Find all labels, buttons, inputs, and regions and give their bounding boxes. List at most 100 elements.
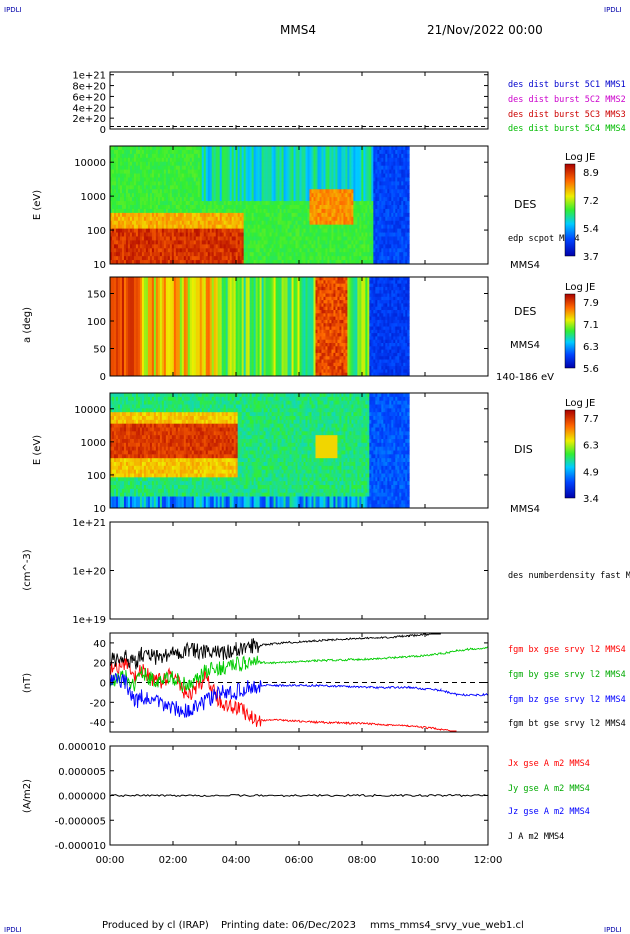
spectrogram-cell — [313, 161, 316, 167]
spectrogram-cell — [309, 216, 312, 222]
spectrogram-cell — [191, 185, 195, 190]
spectrogram-cell — [113, 228, 117, 233]
spectrogram-cell — [301, 205, 304, 210]
spectrogram-cell — [311, 232, 314, 237]
spectrogram-cell — [261, 216, 265, 222]
spectrogram-cell — [281, 201, 284, 206]
spectrogram-cell — [311, 173, 314, 178]
spectrogram-cell — [211, 236, 215, 241]
spectrogram-cell — [211, 252, 215, 257]
spectrogram-cell — [183, 205, 187, 210]
spectrogram-cell — [123, 197, 127, 202]
spectrogram-cell — [285, 197, 288, 202]
spectrogram-cell — [115, 220, 119, 226]
spectrogram-cell — [313, 149, 316, 155]
spectrogram-cell — [241, 236, 245, 241]
spectrogram-cell — [121, 161, 125, 167]
spectrogram-cell — [243, 157, 247, 163]
spectrogram-cell — [243, 260, 247, 265]
spectrogram-cell — [227, 244, 231, 249]
spectrogram-cell — [110, 153, 113, 159]
spectrogram-cell — [309, 193, 312, 198]
spectrogram-cell — [199, 146, 203, 151]
spectrogram-cell — [217, 197, 221, 202]
spectrogram-cell — [163, 165, 167, 170]
spectrogram-cell — [249, 232, 253, 237]
y-tick-label: 2e+20 — [72, 114, 106, 125]
spectrogram-cell — [237, 181, 241, 186]
spectrogram-cell — [139, 232, 143, 237]
spectrogram-cell — [201, 189, 205, 194]
spectrogram-cell — [127, 205, 131, 210]
spectrogram-cell — [179, 252, 183, 257]
spectrogram-cell — [139, 240, 143, 245]
spectrogram-cell — [169, 216, 173, 222]
spectrogram-cell — [251, 248, 255, 253]
spectrogram-cell — [135, 260, 139, 265]
spectrogram-cell — [112, 153, 115, 159]
spectrogram-cell — [239, 212, 243, 218]
spectrogram-cell — [251, 212, 255, 218]
spectrogram-cell — [287, 157, 290, 163]
spectrogram-cell — [187, 205, 191, 210]
spectrogram-cell — [149, 193, 153, 198]
spectrogram-cell — [167, 205, 171, 210]
spectrogram-cell — [247, 177, 251, 182]
spectrogram-cell — [243, 224, 247, 229]
spectrogram-cell — [191, 244, 195, 249]
spectrogram-cell — [407, 153, 410, 159]
spectrogram-cell — [195, 205, 199, 210]
spectrogram-cell — [187, 244, 191, 249]
spectrogram-cell — [217, 228, 221, 233]
spectrogram-cell — [181, 260, 185, 265]
spectrogram-cell — [301, 252, 304, 257]
spectrogram-cell — [257, 185, 261, 190]
spectrogram-cell — [253, 153, 257, 159]
spectrogram-cell — [283, 220, 286, 226]
spectrogram-cell — [217, 169, 221, 174]
spectrogram-cell — [191, 212, 195, 218]
spectrogram-cell — [110, 146, 113, 151]
spectrogram-cell — [251, 232, 255, 237]
spectrogram-cell — [149, 212, 153, 218]
spectrogram-cell — [205, 232, 209, 237]
spectrogram-cell — [189, 256, 193, 261]
spectrogram-cell — [173, 165, 177, 170]
spectrogram-cell — [315, 189, 318, 194]
spectrogram-cell — [235, 208, 239, 214]
spectrogram-cell — [149, 146, 153, 151]
spectrogram-cell — [115, 256, 119, 261]
spectrogram-cell — [207, 197, 211, 202]
spectrogram-cell — [311, 260, 314, 265]
spectrogram-cell — [281, 157, 284, 163]
spectrogram-cell — [145, 149, 149, 155]
spectrogram-cell — [259, 244, 263, 249]
spectrogram-cell — [213, 256, 217, 261]
spectrogram-cell — [277, 252, 280, 257]
spectrogram-cell — [137, 149, 141, 155]
spectrogram-cell — [309, 205, 312, 210]
spectrogram-cell — [267, 260, 271, 265]
spectrogram-cell — [115, 232, 119, 237]
spectrogram-cell — [112, 177, 115, 182]
spectrogram-cell — [221, 193, 225, 198]
spectrogram-cell — [209, 260, 213, 265]
spectrogram-cell — [161, 208, 165, 214]
spectrogram-cell — [233, 205, 237, 210]
spectrogram-cell — [245, 216, 249, 222]
spectrogram-cell — [123, 181, 127, 186]
spectrogram-cell — [253, 146, 257, 151]
spectrogram-cell — [145, 165, 149, 170]
spectrogram-cell — [153, 165, 157, 170]
spectrogram-cell — [317, 181, 320, 186]
spectrogram-cell — [187, 240, 191, 245]
spectrogram-cell — [235, 244, 239, 249]
spectrogram-cell — [231, 228, 235, 233]
spectrogram-cell — [273, 185, 276, 190]
spectrogram-cell — [295, 181, 298, 186]
spectrogram-cell — [121, 205, 125, 210]
spectrogram-cell — [297, 185, 300, 190]
spectrogram-cell — [127, 153, 131, 159]
spectrogram-cell — [279, 220, 282, 226]
spectrogram-cell — [235, 189, 239, 194]
